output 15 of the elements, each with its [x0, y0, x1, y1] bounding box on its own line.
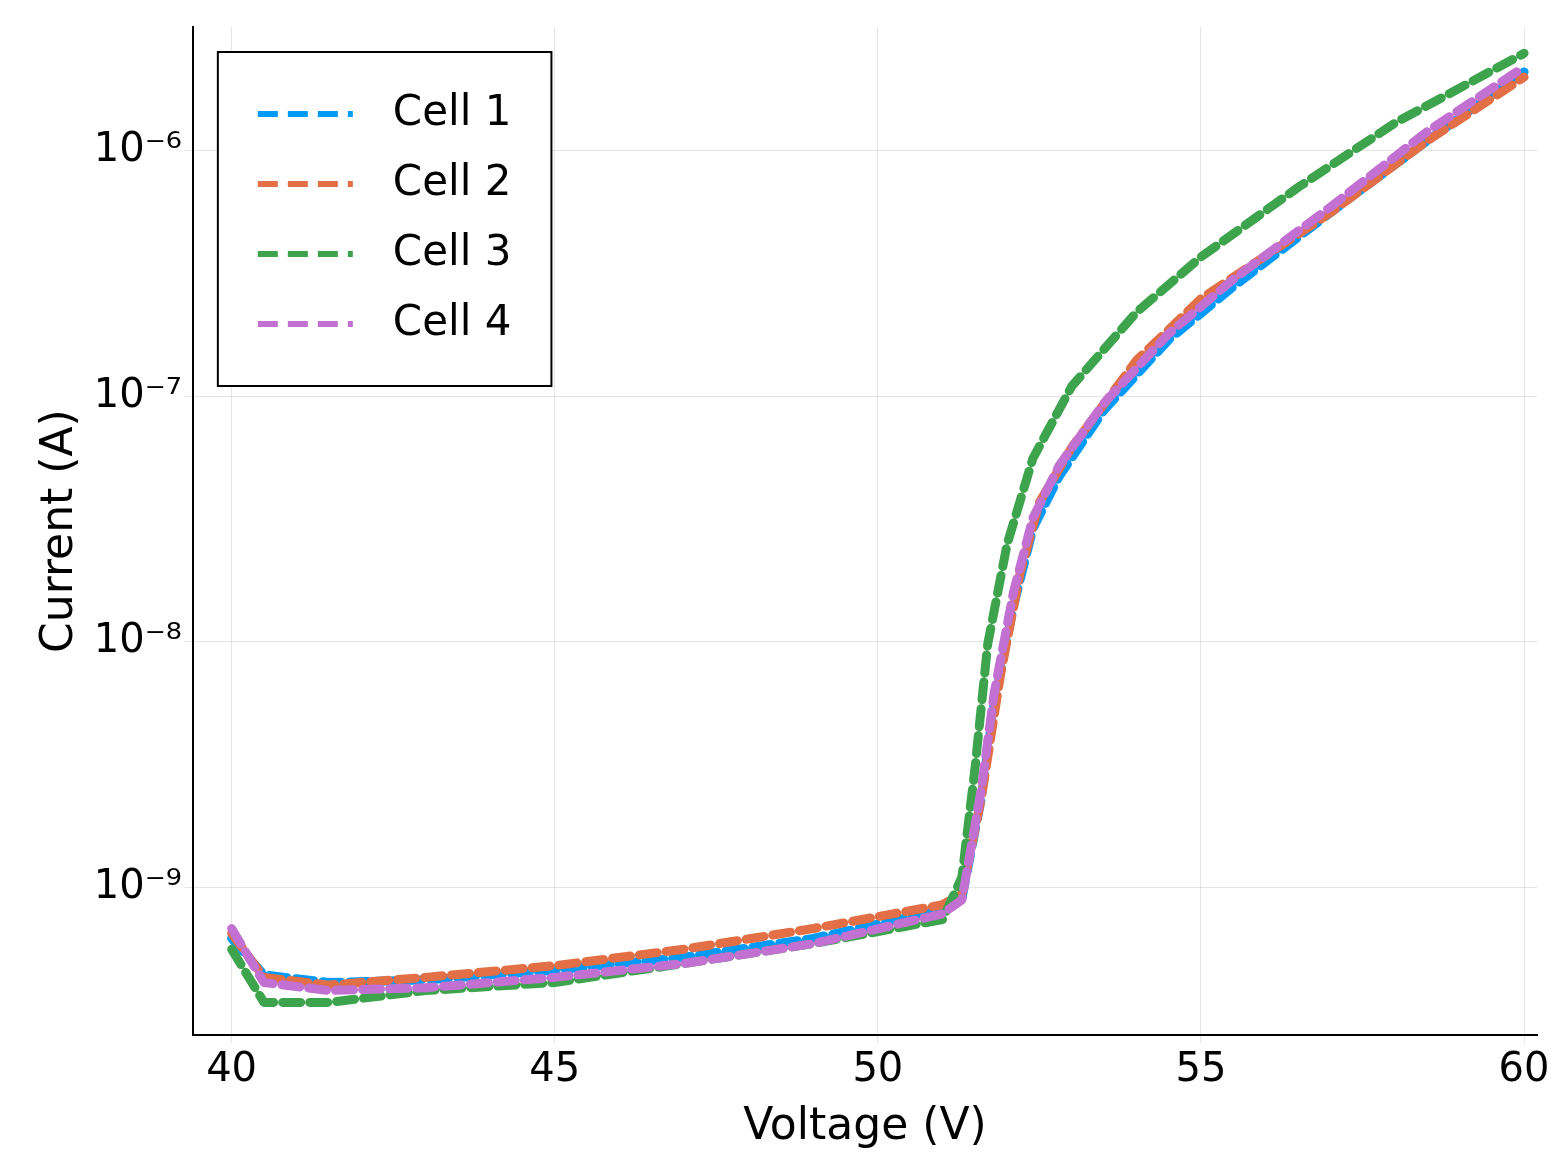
y-tick-label: 10⁻⁶	[93, 124, 182, 171]
y-tick-label: 10⁻⁸	[93, 615, 182, 662]
x-tick-label: 45	[529, 1043, 581, 1090]
y-tick-label: 10⁻⁹	[93, 860, 182, 907]
x-axis-title: Voltage (V)	[743, 1098, 987, 1150]
legend-label: Cell 2	[392, 155, 512, 205]
x-tick-label: 55	[1175, 1043, 1227, 1090]
y-tick-label: 10⁻⁷	[93, 369, 182, 416]
legend-label: Cell 4	[392, 295, 512, 345]
x-tick-label: 40	[206, 1043, 258, 1090]
legend-label: Cell 3	[392, 225, 512, 275]
legend-label: Cell 1	[392, 85, 512, 135]
x-tick-label: 50	[852, 1043, 904, 1090]
x-tick-label: 60	[1498, 1043, 1550, 1090]
y-axis-title: Current (A)	[30, 409, 82, 653]
